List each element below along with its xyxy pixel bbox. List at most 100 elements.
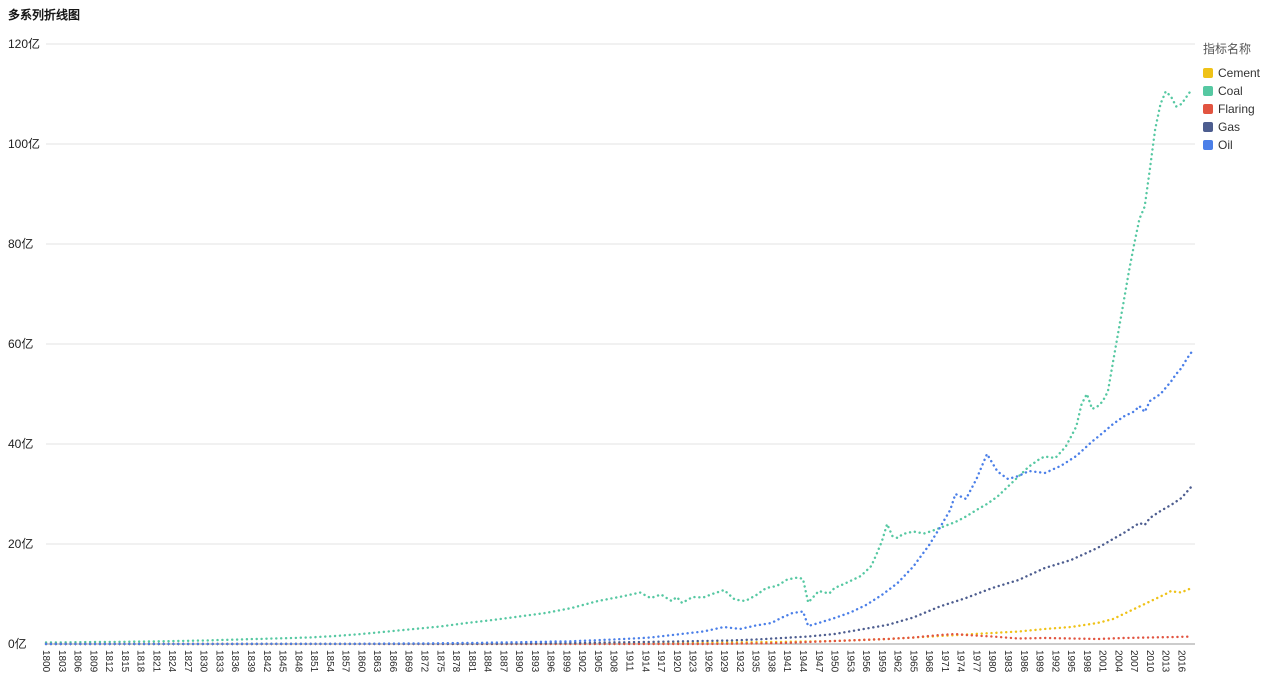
x-axis-label: 1923: [687, 650, 698, 673]
x-axis-label: 1809: [87, 650, 98, 673]
legend-item-label: Flaring: [1218, 102, 1255, 116]
legend-item-label: Cement: [1218, 66, 1261, 80]
x-axis-label: 2004: [1112, 650, 1123, 673]
legend-swatch-icon: [1203, 140, 1213, 150]
x-axis-label: 1932: [734, 650, 745, 673]
x-axis-label: 2007: [1128, 650, 1139, 673]
x-axis-label: 1968: [923, 650, 934, 673]
x-axis-label: 1827: [182, 650, 193, 673]
x-axis-label: 1860: [355, 650, 366, 673]
x-axis-label: 2001: [1097, 650, 1108, 673]
chart-title: 多系列折线图: [8, 8, 81, 22]
x-axis-label: 1992: [1049, 650, 1060, 673]
y-axis-label: 60亿: [8, 336, 33, 351]
x-axis-label: 1950: [829, 650, 840, 673]
x-axis-label: 1878: [450, 650, 461, 673]
x-axis-label: 1938: [765, 650, 776, 673]
x-axis-label: 1821: [150, 650, 161, 673]
x-axis-label: 1947: [813, 650, 824, 673]
x-axis-label: 1917: [655, 650, 666, 673]
x-axis-label: 1824: [166, 650, 177, 673]
x-axis-label: 1848: [292, 650, 303, 673]
x-axis-label: 1800: [40, 650, 51, 673]
x-axis-label: 1863: [371, 650, 382, 673]
x-axis-label: 1836: [229, 650, 240, 673]
x-axis-label: 2010: [1144, 650, 1155, 673]
x-axis-label: 1983: [1002, 650, 1013, 673]
y-axis-label: 120亿: [8, 36, 40, 51]
legend-item-label: Coal: [1218, 84, 1243, 98]
legend-item-flaring[interactable]: Flaring: [1203, 100, 1275, 118]
x-axis-label: 1929: [718, 650, 729, 673]
x-axis-label: 1920: [671, 650, 682, 673]
x-axis-label: 1833: [213, 650, 224, 673]
x-axis-label: 1845: [277, 650, 288, 673]
x-axis-label: 1956: [860, 650, 871, 673]
legend-item-oil[interactable]: Oil: [1203, 136, 1275, 154]
y-axis-label: 20亿: [8, 536, 33, 551]
y-axis-label: 40亿: [8, 436, 33, 451]
x-axis-label: 1872: [418, 650, 429, 673]
x-axis-label: 1944: [797, 650, 808, 673]
legend-swatch-icon: [1203, 104, 1213, 114]
legend-swatch-icon: [1203, 68, 1213, 78]
legend-swatch-icon: [1203, 86, 1213, 96]
legend-item-coal[interactable]: Coal: [1203, 82, 1275, 100]
x-axis-label: 1842: [261, 650, 272, 673]
x-axis-label: 1851: [308, 650, 319, 673]
x-axis-label: 2016: [1175, 650, 1186, 673]
x-axis-label: 1857: [340, 650, 351, 673]
x-axis-label: 1998: [1081, 650, 1092, 673]
x-axis-label: 1812: [103, 650, 114, 673]
legend-item-label: Gas: [1218, 120, 1241, 134]
legend-item-label: Oil: [1218, 138, 1233, 152]
x-axis-label: 1926: [702, 650, 713, 673]
x-axis-label: 1887: [497, 650, 508, 673]
x-axis-label: 1974: [955, 650, 966, 673]
legend-items: Cement Coal Flaring Gas Oil: [1203, 64, 1275, 154]
x-axis-label: 1899: [560, 650, 571, 673]
x-axis-label: 1911: [624, 650, 635, 672]
legend: 指标名称 Cement Coal Flaring Gas Oil: [1203, 40, 1275, 154]
x-axis-label: 1995: [1065, 650, 1076, 673]
x-axis-label: 1908: [608, 650, 619, 673]
x-axis-label: 1893: [529, 650, 540, 673]
x-axis-label: 1980: [986, 650, 997, 673]
x-axis-label: 1818: [135, 650, 146, 673]
x-axis-label: 1941: [781, 650, 792, 673]
x-axis-label: 1977: [970, 650, 981, 673]
legend-item-cement[interactable]: Cement: [1203, 64, 1275, 82]
x-axis-label: 1854: [324, 650, 335, 673]
x-axis-label: 1806: [72, 650, 83, 673]
x-axis-label: 1803: [56, 650, 67, 673]
legend-swatch-icon: [1203, 122, 1213, 132]
x-axis-label: 1914: [639, 650, 650, 673]
x-axis-label: 1890: [513, 650, 524, 673]
x-axis-label: 1935: [750, 650, 761, 673]
x-axis-label: 1896: [545, 650, 556, 673]
x-axis-label: 1881: [466, 650, 477, 673]
x-axis-label: 1866: [387, 650, 398, 673]
legend-title: 指标名称: [1203, 42, 1252, 56]
y-axis-label: 0亿: [8, 636, 27, 651]
x-axis-label: 1884: [482, 650, 493, 673]
y-axis-label: 100亿: [8, 136, 40, 151]
x-axis-label: 1962: [892, 650, 903, 673]
x-axis-label: 1905: [592, 650, 603, 673]
legend-item-gas[interactable]: Gas: [1203, 118, 1275, 136]
series-line-coal: [44, 87, 1194, 644]
x-axis-label: 1965: [907, 650, 918, 673]
x-axis-label: 1971: [939, 650, 950, 673]
y-axis-label: 80亿: [8, 236, 33, 251]
x-axis-label: 1869: [403, 650, 414, 673]
series-line-gas: [44, 484, 1194, 646]
x-axis-label: 1989: [1034, 650, 1045, 673]
x-axis-label: 1959: [876, 650, 887, 673]
x-axis-label: 1902: [576, 650, 587, 673]
x-axis-label: 1815: [119, 650, 130, 673]
series-line-cement: [44, 586, 1194, 646]
x-axis-label: 1986: [1018, 650, 1029, 673]
x-axis-label: 1953: [844, 650, 855, 673]
